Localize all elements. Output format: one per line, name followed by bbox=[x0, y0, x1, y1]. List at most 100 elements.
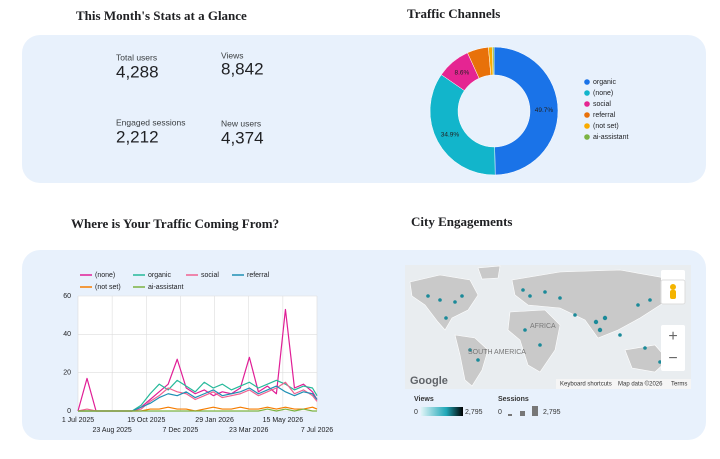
chart-title: Traffic Channels bbox=[407, 6, 500, 21]
slice-label: 8.6% bbox=[454, 69, 469, 76]
series-line bbox=[78, 408, 317, 412]
legend-label: organic bbox=[593, 79, 616, 86]
legend-title: Sessions bbox=[498, 396, 529, 403]
slice-label: 34.9% bbox=[441, 131, 460, 138]
x-tick-label: 15 May 2026 bbox=[263, 417, 304, 424]
x-tick-label: 23 Mar 2026 bbox=[229, 427, 268, 434]
size-key bbox=[508, 414, 512, 416]
map-title: City Engagements bbox=[411, 214, 512, 229]
chart-title: Where is Your Traffic Coming From? bbox=[71, 216, 279, 231]
pegman-icon bbox=[670, 290, 676, 299]
stat-value: 4,288 bbox=[116, 62, 159, 81]
x-tick-label: 15 Oct 2025 bbox=[127, 417, 165, 424]
y-tick-label: 0 bbox=[67, 408, 71, 415]
x-tick-label: 7 Jul 2026 bbox=[301, 427, 333, 434]
city-dots bbox=[426, 288, 662, 364]
city-dot bbox=[573, 313, 577, 317]
legend-label: organic bbox=[148, 272, 171, 279]
stat-label: Views bbox=[221, 50, 244, 60]
x-tick-label: 7 Dec 2025 bbox=[163, 427, 199, 434]
legend-label: (not set) bbox=[593, 123, 619, 130]
legend-marker bbox=[584, 79, 590, 85]
attribution: Map data ©2026 bbox=[618, 381, 663, 388]
legend-max: 2,795 bbox=[465, 409, 483, 416]
slice-label: 49.7% bbox=[535, 107, 554, 114]
legend-marker bbox=[584, 101, 590, 107]
legend-title: Views bbox=[414, 396, 434, 403]
legend-marker bbox=[584, 90, 590, 96]
city-dot bbox=[538, 343, 542, 347]
city-dot bbox=[543, 290, 547, 294]
zoom-out-button[interactable]: − bbox=[668, 350, 677, 367]
legend-label: social bbox=[593, 101, 611, 108]
size-key bbox=[520, 411, 525, 416]
legend-label: social bbox=[201, 272, 219, 279]
city-dot bbox=[636, 303, 640, 307]
views-gradient bbox=[421, 407, 463, 416]
y-tick-label: 60 bbox=[63, 293, 71, 300]
y-tick-label: 20 bbox=[63, 370, 71, 377]
stats-title: This Month's Stats at a Glance bbox=[76, 8, 247, 23]
zoom-controls bbox=[661, 325, 685, 371]
land-south-america bbox=[454, 334, 489, 387]
map[interactable]: AFRICA SOUTH AMERICA + − Google Keyboard… bbox=[405, 265, 691, 389]
city-dot bbox=[438, 298, 442, 302]
pegman-icon bbox=[670, 284, 676, 290]
map-logo: Google bbox=[410, 375, 448, 387]
zoom-in-button[interactable]: + bbox=[668, 328, 677, 345]
stat-label: New users bbox=[221, 118, 261, 128]
city-dot bbox=[593, 319, 599, 325]
city-dot bbox=[453, 300, 457, 304]
charts: 49.7% organic 34.9% (none) 8.6% social referra… bbox=[62, 46, 628, 434]
city-dot bbox=[460, 294, 464, 298]
donut-slice bbox=[493, 46, 559, 176]
legend-marker bbox=[584, 123, 590, 129]
land-africa bbox=[507, 309, 561, 373]
legend-label: (not set) bbox=[95, 284, 121, 291]
land-north-america bbox=[409, 274, 479, 331]
legend-min: 0 bbox=[414, 409, 418, 416]
attribution[interactable]: Terms bbox=[671, 382, 687, 388]
stat-label: Total users bbox=[116, 52, 157, 62]
city-dot bbox=[643, 346, 647, 350]
legend-marker bbox=[584, 112, 590, 118]
city-dot bbox=[618, 333, 622, 337]
x-tick-label: 29 Jan 2026 bbox=[195, 417, 234, 424]
map-place-label: AFRICA bbox=[530, 323, 556, 330]
attribution-bar bbox=[556, 379, 691, 389]
legend-label: ai-assistant bbox=[593, 134, 628, 141]
city-dot bbox=[426, 294, 430, 298]
legend-marker bbox=[584, 134, 590, 140]
stat-value: 2,212 bbox=[116, 127, 159, 146]
city-dot bbox=[658, 360, 662, 364]
city-dot bbox=[602, 315, 608, 321]
city-dot bbox=[444, 316, 448, 320]
stat-value: 8,842 bbox=[221, 59, 264, 78]
attribution[interactable]: Keyboard shortcuts bbox=[560, 382, 612, 388]
legend-label: (none) bbox=[95, 272, 115, 279]
donut-slice bbox=[429, 74, 496, 176]
legend-min: 0 bbox=[498, 409, 502, 416]
legend-label: ai-assistant bbox=[148, 284, 183, 291]
city-dot bbox=[468, 348, 472, 352]
city-dot bbox=[476, 358, 480, 362]
map-place-label: SOUTH AMERICA bbox=[468, 349, 526, 356]
city-dot bbox=[648, 298, 652, 302]
donut-slice bbox=[492, 46, 495, 76]
legend-label: (none) bbox=[593, 90, 613, 97]
size-key bbox=[532, 406, 538, 416]
city-dot bbox=[521, 288, 525, 292]
y-tick-label: 40 bbox=[63, 331, 71, 338]
city-dot bbox=[528, 294, 532, 298]
x-tick-label: 1 Jul 2025 bbox=[62, 417, 94, 424]
x-tick-label: 23 Aug 2025 bbox=[92, 427, 131, 434]
city-dot bbox=[597, 327, 603, 333]
land-greenland bbox=[477, 265, 501, 280]
city-dot bbox=[558, 296, 562, 300]
legend-max: 2,795 bbox=[543, 409, 561, 416]
city-dot bbox=[523, 328, 527, 332]
legend-label: referral bbox=[593, 112, 616, 119]
stat-label: Engaged sessions bbox=[116, 117, 185, 127]
land-eurasia bbox=[511, 269, 669, 339]
